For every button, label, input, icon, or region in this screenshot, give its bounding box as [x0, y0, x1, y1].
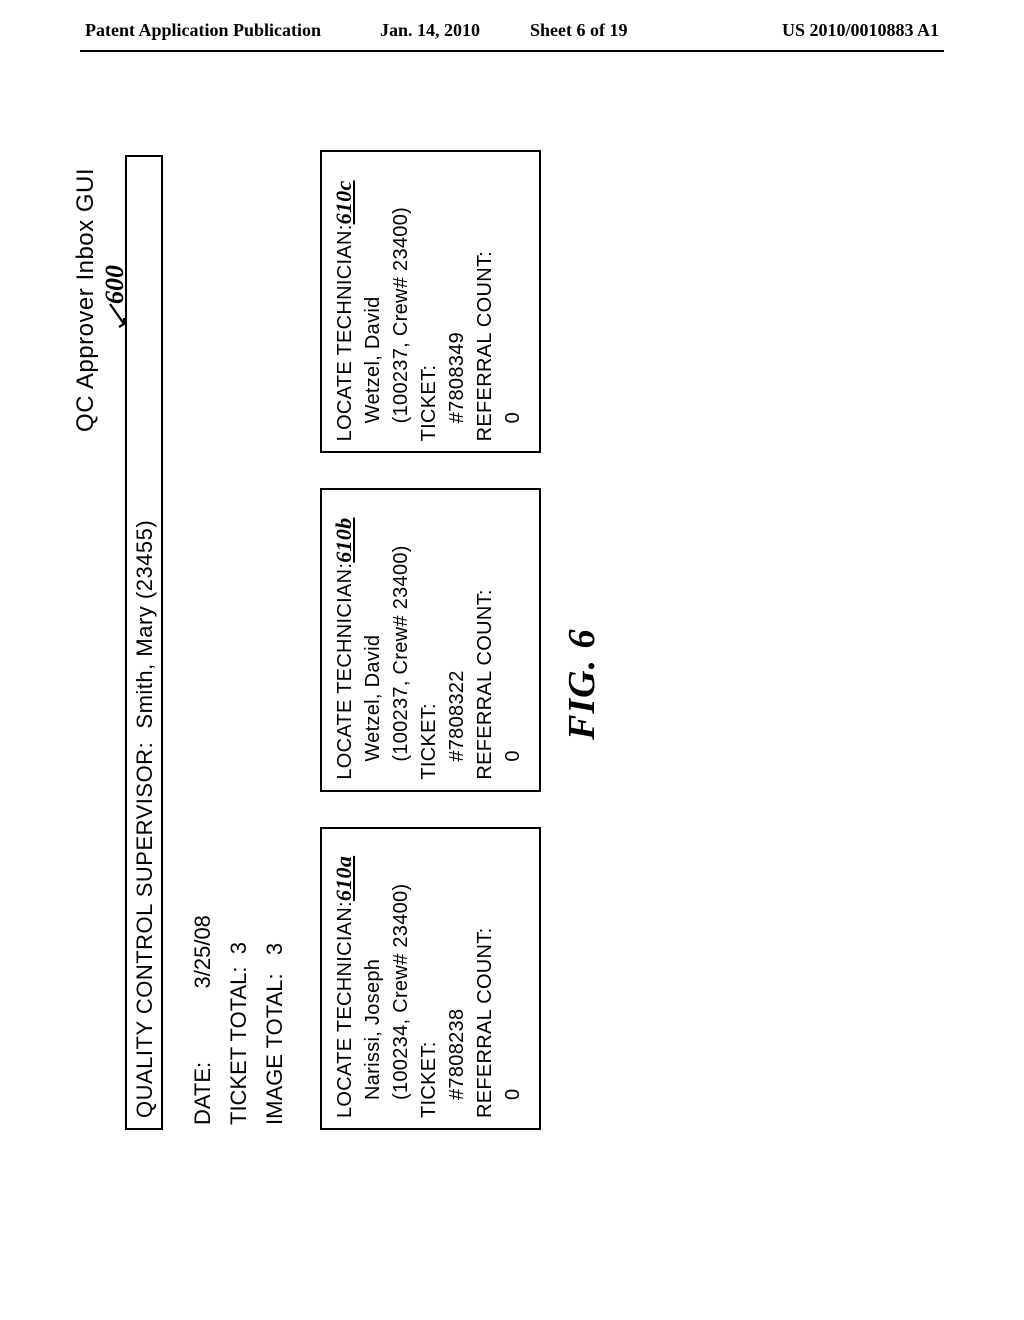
card-ref: 610a [331, 856, 356, 901]
header-rule [80, 50, 944, 52]
image-total-label: IMAGE TOTAL: [262, 973, 287, 1125]
referral-label: REFERRAL COUNT: [471, 839, 499, 1118]
technician-card: LOCATE TECHNICIAN:610a Narissi, Joseph (… [320, 827, 541, 1130]
ticket-value: #7808238 [443, 839, 471, 1118]
date-value: 3/25/08 [190, 915, 215, 988]
date-label: DATE: [190, 1062, 215, 1125]
tech-id: (100234, Crew# 23400) [387, 839, 415, 1118]
tech-name: Wetzel, David [359, 162, 387, 441]
header-publication: Patent Application Publication [85, 20, 321, 41]
card-ref: 610b [331, 518, 356, 563]
tech-id: (100237, Crew# 23400) [387, 162, 415, 441]
tech-label: LOCATE TECHNICIAN: [334, 563, 356, 780]
figure-label: FIG. 6 [560, 628, 604, 740]
referral-value: 0 [499, 839, 527, 1118]
cards-row: LOCATE TECHNICIAN:610a Narissi, Joseph (… [320, 150, 541, 1130]
gui-title: QC Approver Inbox GUI [72, 168, 100, 432]
ticket-value: #7808349 [443, 162, 471, 441]
ticket-value: #7808322 [443, 500, 471, 779]
ticket-label: TICKET: [415, 162, 443, 441]
summary-block: DATE: 3/25/08 TICKET TOTAL: 3 IMAGE TOTA… [185, 915, 293, 1125]
tech-label: LOCATE TECHNICIAN: [334, 224, 356, 441]
figure-area: QC Approver Inbox GUI 600 QUALITY CONTRO… [90, 130, 940, 1130]
referral-label: REFERRAL COUNT: [471, 162, 499, 441]
ticket-total-value: 3 [226, 942, 251, 954]
referral-value: 0 [499, 162, 527, 441]
technician-card: LOCATE TECHNICIAN:610c Wetzel, David (10… [320, 150, 541, 453]
tech-id: (100237, Crew# 23400) [387, 500, 415, 779]
referral-value: 0 [499, 500, 527, 779]
tech-name: Wetzel, David [359, 500, 387, 779]
tech-name: Narissi, Joseph [359, 839, 387, 1118]
tech-label: LOCATE TECHNICIAN: [334, 901, 356, 1118]
card-ref: 610c [331, 180, 356, 224]
ticket-label: TICKET: [415, 839, 443, 1118]
image-total-value: 3 [262, 943, 287, 955]
ticket-label: TICKET: [415, 500, 443, 779]
header-date: Jan. 14, 2010 [380, 20, 480, 41]
ticket-total-label: TICKET TOTAL: [226, 966, 251, 1125]
referral-label: REFERRAL COUNT: [471, 500, 499, 779]
figure-content: QC Approver Inbox GUI 600 QUALITY CONTRO… [90, 150, 940, 1130]
supervisor-value: Smith, Mary (23455) [132, 520, 157, 729]
header-sheet: Sheet 6 of 19 [530, 20, 628, 41]
technician-card: LOCATE TECHNICIAN:610b Wetzel, David (10… [320, 488, 541, 791]
header-pubnumber: US 2010/0010883 A1 [782, 20, 939, 41]
supervisor-field: QUALITY CONTROL SUPERVISOR: Smith, Mary … [125, 155, 163, 1130]
supervisor-label: QUALITY CONTROL SUPERVISOR: [132, 742, 157, 1118]
